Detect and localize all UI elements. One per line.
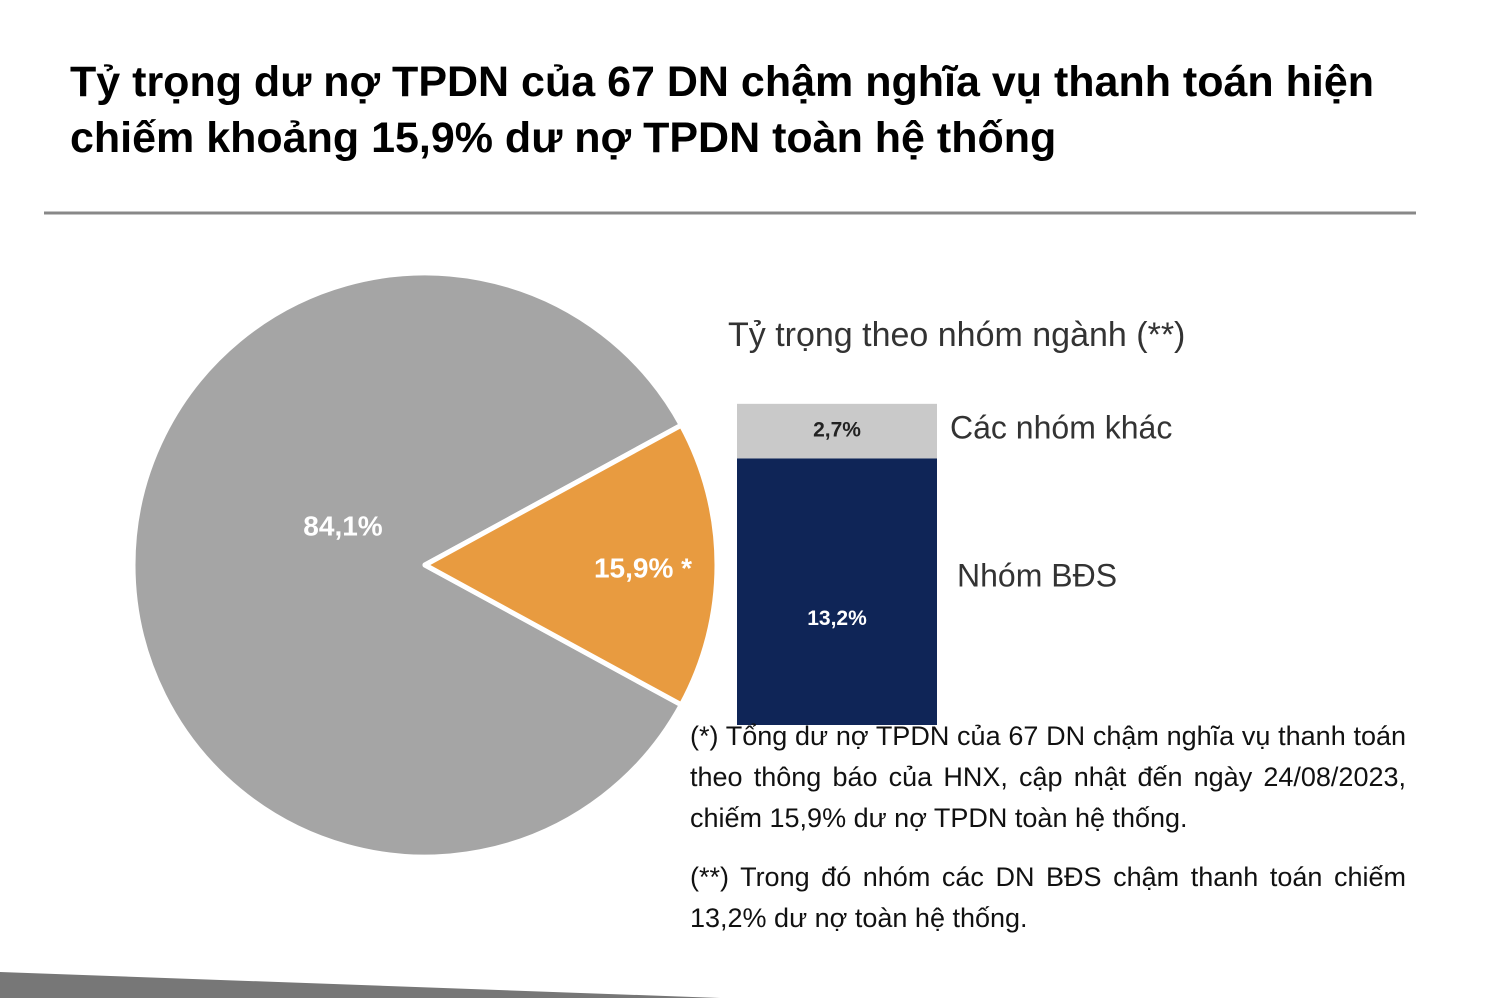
slide-title: Tỷ trọng dư nợ TPDN của 67 DN chậm nghĩa… bbox=[70, 58, 1375, 162]
pie-slice bbox=[422, 422, 720, 708]
bar-title: Tỷ trọng theo nhóm ngành (**) bbox=[728, 316, 1185, 354]
legend-label: Nhóm BĐS bbox=[957, 557, 1117, 593]
notes: (*) Tổng dư nợ TPDN của 67 DN chậm nghĩa… bbox=[690, 716, 1406, 957]
bar-segment bbox=[737, 403, 937, 459]
slice-label: 15,9% * bbox=[594, 552, 692, 583]
legend-label: Các nhóm khác bbox=[950, 409, 1172, 445]
bar-segment bbox=[737, 458, 937, 725]
footer-band bbox=[0, 972, 720, 998]
pie-slice bbox=[130, 270, 684, 860]
slice-label: 84,1% bbox=[303, 510, 382, 541]
note: (*) Tổng dư nợ TPDN của 67 DN chậm nghĩa… bbox=[690, 721, 1406, 833]
bar-value-label: 13,2% bbox=[807, 607, 867, 630]
note: (**) Trong đó nhóm các DN BĐS chậm thanh… bbox=[690, 862, 1406, 933]
bar-value-label: 2,7% bbox=[813, 419, 861, 442]
